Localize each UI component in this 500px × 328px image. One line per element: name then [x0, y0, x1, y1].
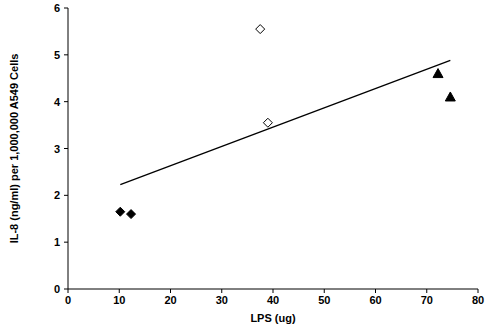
plot-area — [116, 25, 456, 219]
y-tick-label: 2 — [54, 189, 60, 201]
y-tick-label: 6 — [54, 2, 60, 14]
y-tick-label: 3 — [54, 143, 60, 155]
y-tick — [64, 8, 68, 9]
y-tick — [64, 195, 68, 196]
x-tick-label: 40 — [267, 294, 279, 306]
x-tick-label: 10 — [113, 294, 125, 306]
x-tick-label: 60 — [369, 294, 381, 306]
diamond-marker — [127, 210, 136, 219]
x-axis-label: LPS (ug) — [250, 312, 296, 324]
y-axis-label: IL-8 (ng/ml) per 1,000,000 A549 Cells — [8, 54, 20, 244]
open-diamond-marker — [263, 118, 272, 127]
x-tick — [119, 289, 120, 293]
triangle-marker — [433, 69, 443, 78]
open-diamond-marker — [256, 25, 265, 34]
y-tick-label: 4 — [54, 96, 61, 108]
x-tick — [68, 289, 69, 293]
y-tick-label: 0 — [54, 283, 60, 295]
x-tick — [478, 289, 479, 293]
y-tick — [64, 148, 68, 149]
x-tick — [170, 289, 171, 293]
y-tick — [64, 242, 68, 243]
y-tick-label: 1 — [54, 236, 60, 248]
x-tick-label: 30 — [216, 294, 228, 306]
x-tick — [426, 289, 427, 293]
y-tick — [64, 289, 68, 290]
x-tick-label: 0 — [65, 294, 71, 306]
x-tick-label: 80 — [472, 294, 484, 306]
x-tick — [221, 289, 222, 293]
x-tick — [375, 289, 376, 293]
y-tick — [64, 101, 68, 102]
y-tick — [64, 54, 68, 55]
x-tick-label: 70 — [421, 294, 433, 306]
plot-area-inner — [116, 25, 456, 219]
x-tick-label: 50 — [318, 294, 330, 306]
x-tick — [324, 289, 325, 293]
chart: 0 10 20 30 40 50 60 70 80 0 1 2 3 4 5 6 LPS (ug) IL-8 (ng… — [0, 0, 500, 328]
x-tick-label: 20 — [164, 294, 176, 306]
x-tick — [273, 289, 274, 293]
diamond-marker — [116, 207, 125, 216]
triangle-marker — [445, 92, 455, 101]
y-tick-label: 5 — [54, 49, 60, 61]
trend-line — [120, 60, 450, 184]
